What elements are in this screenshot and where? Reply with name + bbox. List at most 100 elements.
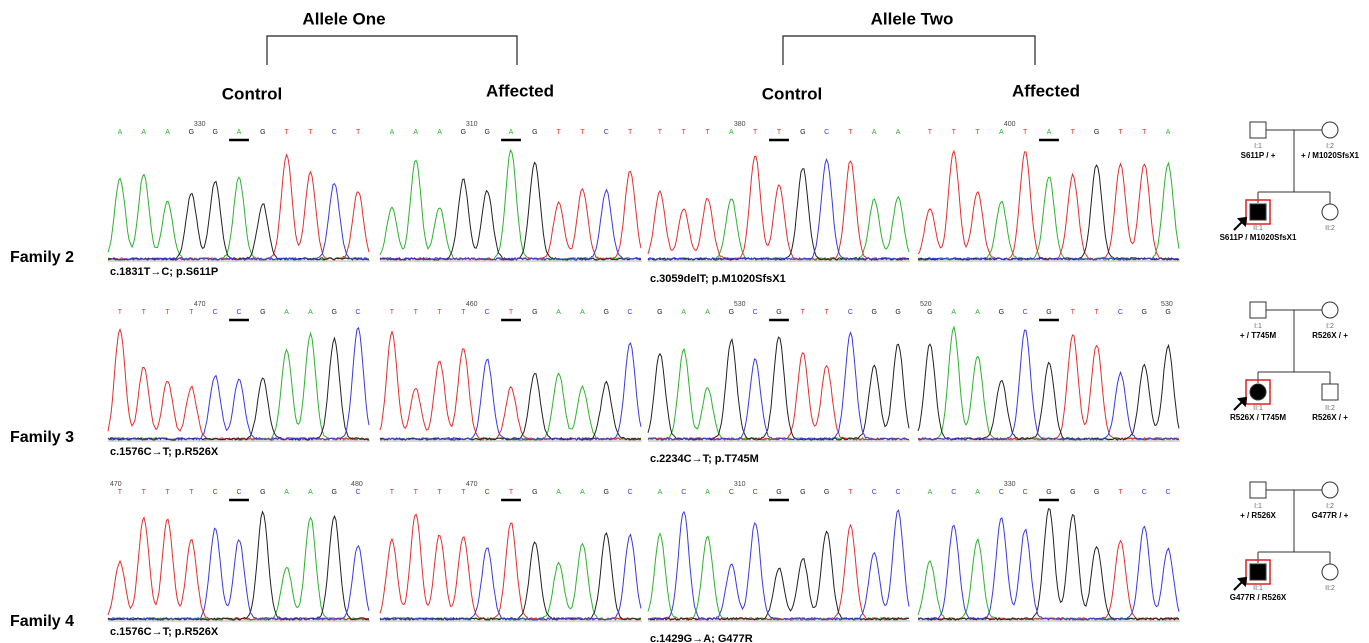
base-call: G	[1070, 489, 1075, 496]
base-call: G	[729, 309, 734, 316]
base-call: A	[975, 309, 980, 316]
base-call: A	[308, 489, 313, 496]
trace-c	[380, 343, 641, 440]
base-call: C	[485, 489, 490, 496]
base-call: T	[390, 489, 395, 496]
base-call: C	[681, 489, 686, 496]
base-call: T	[580, 129, 585, 136]
base-call: A	[928, 489, 933, 496]
column-label: Control	[762, 84, 822, 103]
trace-g	[918, 344, 1179, 440]
trace-t	[108, 329, 369, 440]
position-number: 380	[734, 121, 746, 128]
family-label: Family 2	[10, 249, 74, 266]
trace-c	[648, 159, 909, 260]
individual-id: I:2	[1326, 323, 1334, 330]
base-call: G	[1094, 129, 1099, 136]
position-number: 460	[466, 301, 478, 308]
base-call: C	[1166, 489, 1171, 496]
base-call: T	[142, 489, 147, 496]
base-call: T	[1142, 129, 1147, 136]
base-call: G	[260, 489, 265, 496]
mutation-label: c.1576C→T; p.R526X	[110, 626, 219, 638]
mutation-label: c.1831T→C; p.S611P	[110, 266, 218, 278]
base-call: G	[927, 309, 932, 316]
base-call: T	[1118, 489, 1123, 496]
position-number: 310	[734, 481, 746, 488]
base-call: T	[777, 129, 782, 136]
genotype: + / T745M	[1240, 331, 1277, 340]
base-call: G	[776, 489, 781, 496]
proband-arrow	[1234, 578, 1246, 590]
position-number: 330	[194, 121, 206, 128]
base-call: C	[872, 489, 877, 496]
trace-c	[648, 510, 909, 620]
base-call: T	[1071, 309, 1076, 316]
base-call: A	[118, 129, 123, 136]
base-call: C	[356, 309, 361, 316]
base-call: A	[284, 489, 289, 496]
base-call: G	[824, 489, 829, 496]
figure: Allele One Allele Two Control Affected C…	[0, 0, 1369, 643]
base-call: C	[999, 489, 1004, 496]
position-number: 530	[734, 301, 746, 308]
female-symbol	[1322, 122, 1338, 138]
base-call: G	[532, 129, 537, 136]
base-call: G	[212, 129, 217, 136]
individual-id: II:1	[1253, 405, 1263, 412]
base-call: C	[332, 129, 337, 136]
base-call: A	[165, 129, 170, 136]
base-call: C	[753, 309, 758, 316]
mutation-label: c.1576C→T; p.R526X	[110, 446, 219, 458]
trace-t	[648, 156, 909, 260]
trace-t	[380, 172, 641, 261]
base-call: T	[658, 129, 663, 136]
genotype: R526X / +	[1312, 331, 1348, 340]
trace-c	[380, 190, 641, 260]
base-call: T	[975, 129, 980, 136]
female-symbol	[1250, 384, 1266, 400]
base-call: A	[658, 489, 663, 496]
base-call: C	[356, 489, 361, 496]
base-call: A	[390, 129, 395, 136]
base-call: G	[260, 309, 265, 316]
base-call: G	[461, 129, 466, 136]
base-call: A	[580, 489, 585, 496]
base-call: C	[236, 489, 241, 496]
base-call: G	[532, 309, 537, 316]
base-call: C	[604, 129, 609, 136]
mutation-label: c.1429G→A; G477R	[650, 633, 753, 643]
male-symbol	[1250, 122, 1266, 138]
base-call: C	[213, 309, 218, 316]
trace-g	[380, 533, 641, 620]
base-call: C	[628, 309, 633, 316]
allele-header: Allele Two	[871, 9, 954, 28]
position-number: 480	[351, 481, 363, 488]
trace-a	[648, 197, 909, 260]
individual-id: II:1	[1253, 225, 1263, 232]
base-call: T	[118, 309, 123, 316]
family-label: Family 3	[10, 429, 74, 446]
genotype: S611P / +	[1241, 151, 1276, 160]
trace-g	[380, 374, 641, 440]
trace-t	[380, 514, 641, 620]
base-call: A	[237, 129, 242, 136]
base-call: G	[189, 129, 194, 136]
base-call: T	[461, 309, 466, 316]
individual-id: II:2	[1325, 405, 1335, 412]
male-symbol	[1322, 384, 1338, 400]
base-call: T	[437, 489, 442, 496]
trace-a	[648, 534, 909, 620]
base-call: T	[848, 489, 853, 496]
base-call: T	[189, 489, 194, 496]
trace-t	[380, 332, 641, 440]
bracket	[267, 36, 517, 65]
individual-id: I:2	[1326, 143, 1334, 150]
female-symbol	[1322, 564, 1338, 580]
trace-c	[918, 518, 1179, 620]
base-call: T	[628, 129, 633, 136]
column-label: Affected	[486, 81, 554, 100]
position-number: 520	[920, 301, 932, 308]
base-call: A	[556, 489, 561, 496]
base-call: G	[999, 309, 1004, 316]
